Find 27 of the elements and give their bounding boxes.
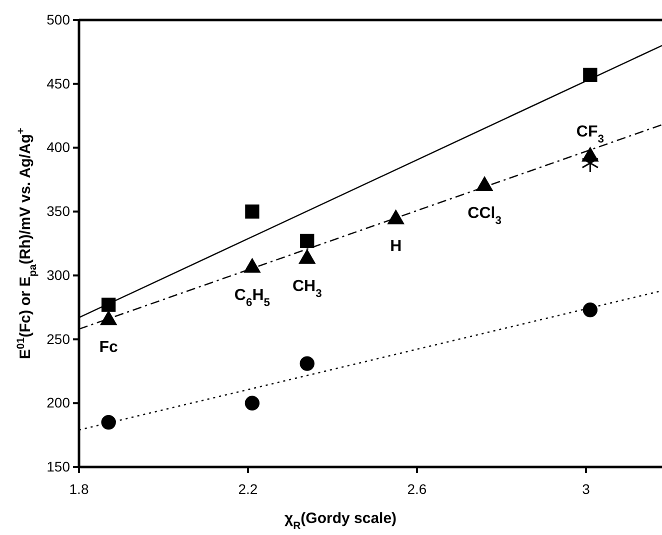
x-tick-label: 2.6 xyxy=(407,481,427,498)
y-tick-label: 400 xyxy=(46,139,70,156)
annotation: Fc xyxy=(99,339,118,356)
x-tick-label: 3 xyxy=(582,481,590,498)
y-tick-label: 150 xyxy=(46,458,70,474)
y-tick-label: 200 xyxy=(46,394,70,411)
x-tick-label: 1.8 xyxy=(69,481,89,498)
point xyxy=(102,298,116,312)
annotation: C$_{6}$H$_{5}$ xyxy=(234,286,270,309)
point xyxy=(300,356,314,371)
y-tick-label: 450 xyxy=(46,75,70,92)
annotation: CF$_{3}$ xyxy=(576,124,604,146)
y-tick-label: 300 xyxy=(46,266,70,283)
point xyxy=(101,414,116,430)
x-axis-title: χ$_{R}$(Gordy scale) xyxy=(284,510,397,532)
point xyxy=(582,302,598,318)
y-tick-label: 500 xyxy=(46,11,70,28)
annotation: CCl$_{3}$ xyxy=(468,205,502,228)
x-tick-label: 2.2 xyxy=(238,481,258,498)
annotation: CH$_{3}$ xyxy=(292,278,322,300)
point xyxy=(583,68,598,82)
point xyxy=(300,234,314,248)
y-tick-label: 350 xyxy=(46,203,70,220)
annotation: H xyxy=(390,238,402,256)
point xyxy=(244,396,260,410)
point xyxy=(245,204,260,219)
y-tick-label: 250 xyxy=(46,330,70,347)
